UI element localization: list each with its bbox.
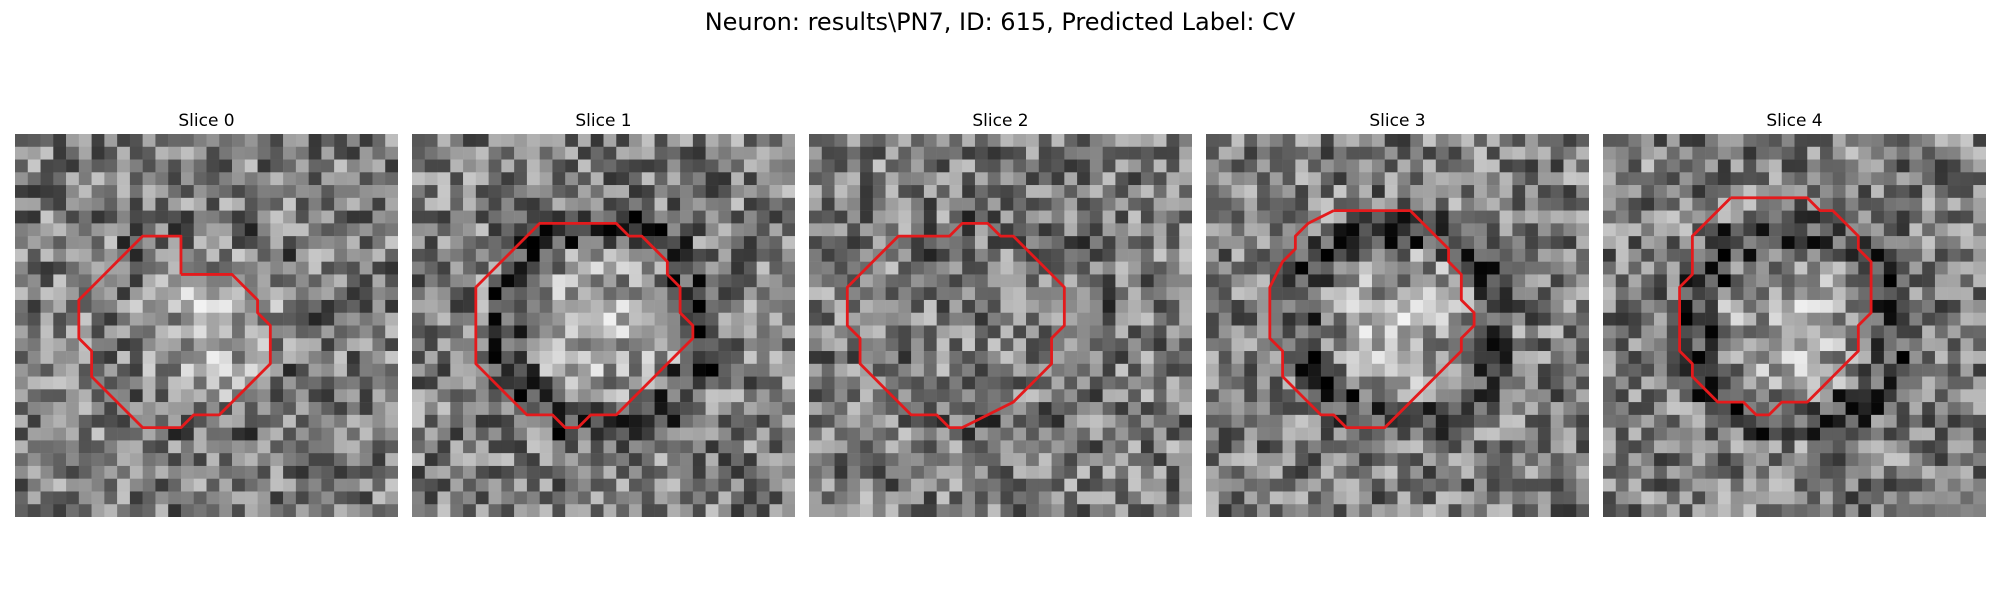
slice-title: Slice 0 — [178, 111, 235, 131]
slice-svg — [15, 134, 398, 517]
slice-image — [412, 134, 795, 517]
slice-panel-4: Slice 4 — [1603, 108, 1986, 517]
slice-svg — [412, 134, 795, 517]
slice-image — [809, 134, 1192, 517]
roi-contour — [77, 234, 272, 430]
roi-contour — [1678, 196, 1873, 417]
slice-svg — [809, 134, 1192, 517]
slice-panel-0: Slice 0 — [15, 108, 398, 517]
roi-contour — [845, 221, 1066, 430]
slice-svg — [1206, 134, 1589, 517]
pixel-grid — [1603, 134, 1986, 517]
pixel-grid — [1206, 134, 1589, 517]
slice-panel-2: Slice 2 — [809, 108, 1192, 517]
pixel-grid — [412, 134, 795, 517]
slice-panel-1: Slice 1 — [412, 108, 795, 517]
figure-title: Neuron: results\PN7, ID: 615, Predicted … — [704, 8, 1296, 36]
slice-panel-3: Slice 3 — [1206, 108, 1589, 517]
slice-svg — [1603, 134, 1986, 517]
slice-image — [1206, 134, 1589, 517]
roi-contour — [1268, 209, 1476, 430]
slice-title: Slice 1 — [575, 111, 632, 131]
slice-title: Slice 4 — [1766, 111, 1823, 131]
roi-contour — [474, 221, 695, 430]
pixel-grid — [15, 134, 398, 517]
slice-image — [1603, 134, 1986, 517]
slice-title: Slice 2 — [972, 111, 1029, 131]
slice-image — [15, 134, 398, 517]
slice-title: Slice 3 — [1369, 111, 1426, 131]
pixel-grid — [809, 134, 1192, 517]
